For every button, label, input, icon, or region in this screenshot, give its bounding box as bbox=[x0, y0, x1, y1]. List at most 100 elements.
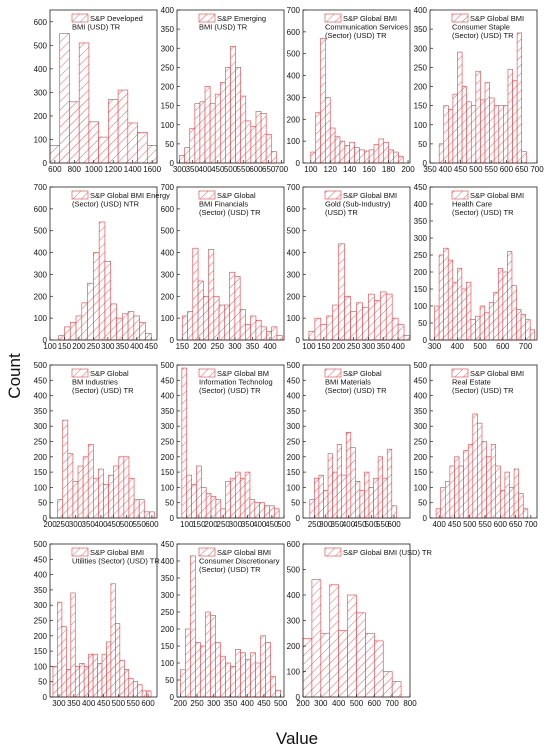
histogram-bar bbox=[78, 42, 90, 164]
histogram-bar bbox=[443, 247, 449, 341]
histogram-bar bbox=[98, 221, 106, 341]
histogram-bar bbox=[398, 156, 404, 164]
y-tick-label: 100 bbox=[34, 662, 48, 671]
histogram-bar bbox=[434, 305, 440, 341]
x-tick-label: 600 bbox=[145, 520, 159, 529]
histogram-bar bbox=[215, 642, 221, 698]
y-tick-label: 400 bbox=[414, 6, 428, 15]
x-tick-label: 600 bbox=[500, 165, 514, 174]
y-tick-label: 350 bbox=[161, 25, 175, 34]
y-tick-label: 500 bbox=[161, 361, 175, 370]
x-tick-label: 350 bbox=[224, 699, 238, 708]
x-tick-label: 350 bbox=[116, 342, 130, 351]
plot-frame bbox=[302, 9, 411, 164]
y-tick-label: 700 bbox=[161, 183, 175, 192]
histogram-bar bbox=[104, 261, 112, 341]
histogram-bar bbox=[452, 93, 458, 164]
histogram-bar bbox=[92, 653, 98, 698]
x-tick-label: 700 bbox=[275, 165, 289, 174]
histogram-bar bbox=[118, 456, 125, 519]
legend-label: Consumer Staple bbox=[452, 23, 510, 32]
histogram-bar bbox=[220, 655, 226, 698]
legend-swatch bbox=[451, 368, 469, 378]
x-tick-label: 600 bbox=[496, 342, 510, 351]
histogram-bar bbox=[309, 499, 315, 519]
histogram-bar bbox=[83, 666, 89, 698]
legend-label: BMI (USD) TR bbox=[199, 23, 248, 32]
histogram-bar bbox=[458, 465, 464, 519]
histogram-bar bbox=[72, 480, 79, 519]
histogram-bar bbox=[349, 141, 355, 164]
histogram-bar bbox=[481, 441, 487, 519]
histogram-bar bbox=[234, 276, 241, 341]
x-tick-label: 550 bbox=[478, 520, 492, 529]
histogram-bar bbox=[66, 669, 72, 698]
legend-swatch bbox=[71, 368, 89, 378]
histogram-bar bbox=[201, 487, 207, 519]
x-tick-label: 450 bbox=[448, 520, 462, 529]
y-tick-label: 600 bbox=[287, 540, 301, 549]
histogram-bar bbox=[393, 151, 399, 164]
y-tick-label: 350 bbox=[287, 407, 301, 416]
panel-13: 300 350 400 450 500 550 6000501001502002503003… bbox=[34, 540, 161, 708]
y-tick-label: 50 bbox=[165, 140, 174, 149]
x-tick-label: 550 bbox=[484, 165, 498, 174]
x-tick-label: 400 bbox=[82, 699, 96, 708]
histogram-bar bbox=[388, 149, 394, 164]
x-tick-label: 300 bbox=[428, 342, 442, 351]
histogram-bar bbox=[463, 450, 469, 519]
histogram-bar bbox=[133, 315, 140, 341]
x-tick-label: 700 bbox=[524, 520, 538, 529]
histogram-bar bbox=[520, 314, 526, 341]
histogram-bar bbox=[374, 640, 384, 698]
y-tick-label: 600 bbox=[287, 28, 301, 37]
histogram-bar bbox=[344, 145, 350, 164]
panel-3: 100 120 140 160 180 2000100200300400500600700… bbox=[287, 6, 416, 174]
y-tick-label: 50 bbox=[418, 140, 427, 149]
histogram-bar bbox=[81, 302, 88, 341]
y-tick-label: 250 bbox=[34, 617, 48, 626]
histogram-bar bbox=[467, 444, 474, 519]
y-tick-label: 250 bbox=[414, 438, 428, 447]
y-tick-label: 400 bbox=[287, 591, 301, 600]
histogram-bar bbox=[265, 642, 271, 698]
legend-swatch bbox=[451, 190, 469, 200]
histogram-bar bbox=[363, 150, 370, 164]
histogram-bar bbox=[62, 419, 69, 519]
histogram-bar bbox=[82, 456, 89, 519]
y-tick-label: 0 bbox=[170, 159, 175, 168]
x-tick-label: 120 bbox=[324, 165, 338, 174]
x-tick-label: 450 bbox=[257, 699, 271, 708]
histogram-bar bbox=[382, 477, 388, 519]
legend-label: (Sector) (USD) NTR bbox=[72, 200, 140, 209]
x-tick-label: 350 bbox=[246, 342, 260, 351]
histogram-bar bbox=[470, 319, 476, 341]
histogram-bar bbox=[210, 496, 217, 519]
histogram-bar bbox=[239, 477, 246, 519]
y-tick-label: 100 bbox=[287, 483, 301, 492]
histogram-bar bbox=[339, 140, 346, 164]
y-tick-label: 600 bbox=[287, 205, 301, 214]
x-tick-label: 1000 bbox=[85, 165, 103, 174]
x-tick-label: 200 bbox=[174, 699, 188, 708]
histogram-bar bbox=[250, 315, 257, 341]
x-axis-label: Value bbox=[276, 729, 318, 748]
x-tick-label: 700 bbox=[519, 342, 533, 351]
legend-label: S&P Global bbox=[343, 369, 382, 378]
histogram-bar bbox=[513, 468, 519, 519]
histogram-bar bbox=[137, 132, 148, 164]
y-tick-label: 100 bbox=[34, 483, 48, 492]
y-tick-label: 100 bbox=[414, 483, 428, 492]
x-tick-label: 200 bbox=[401, 165, 415, 174]
y-tick-label: 150 bbox=[414, 285, 428, 294]
y-tick-label: 150 bbox=[161, 102, 175, 111]
histogram-bar bbox=[507, 68, 513, 164]
x-tick-label: 400 bbox=[432, 520, 446, 529]
x-tick-label: 550 bbox=[127, 699, 141, 708]
y-tick-label: 150 bbox=[161, 468, 175, 477]
x-tick-label: 450 bbox=[454, 165, 468, 174]
x-tick-label: 500 bbox=[120, 520, 134, 529]
y-tick-label: 300 bbox=[414, 44, 428, 53]
histogram-bar bbox=[57, 601, 63, 698]
histogram-bar bbox=[302, 638, 313, 698]
